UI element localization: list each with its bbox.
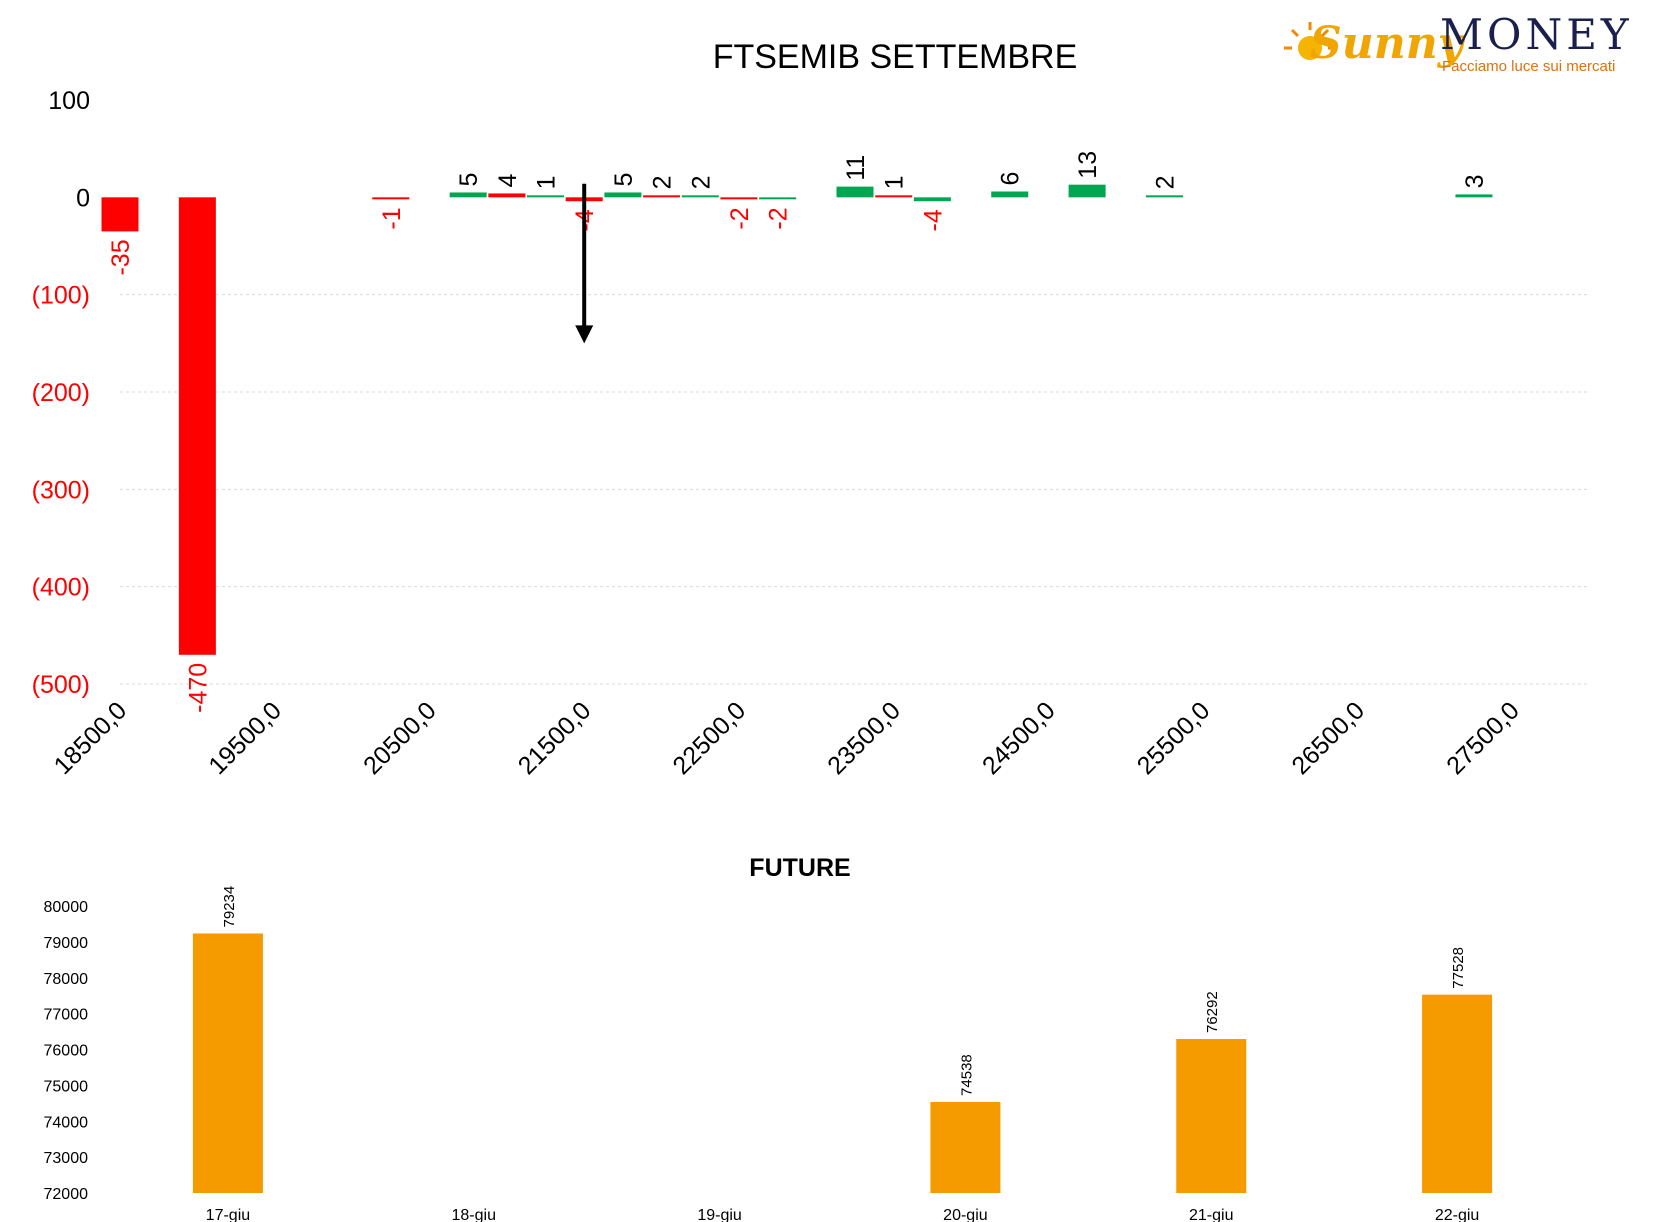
bar [1422,994,1493,1193]
data-label: -35 [107,239,135,275]
y-tick-label: 78000 [44,971,89,988]
data-label: 2 [687,175,715,189]
logo-money-text: MONEY [1440,10,1633,59]
data-label: -4 [919,209,947,231]
y-tick-label: 79000 [44,935,89,952]
data-label: 74538 [958,1054,975,1096]
bar [930,1101,1001,1193]
data-label: 1 [881,175,909,189]
y-tick-label: (300) [32,476,90,504]
data-label: -470 [184,663,212,713]
bar [913,197,951,202]
x-tick-label: 20-giu [943,1207,987,1222]
x-tick-label: 21500,0 [513,696,597,780]
bar [681,195,719,198]
bar [1455,194,1493,198]
bar [836,186,874,198]
sunny-money-logo: Sunny MONEY Facciamo luce sui mercati [1280,8,1660,78]
bar [488,193,526,198]
chart-title: FUTURE [749,854,850,882]
data-label: 77528 [1450,947,1467,989]
data-label: 4 [494,173,522,187]
x-tick-label: 20500,0 [358,696,442,780]
data-label: -2 [726,207,754,229]
y-tick-label: 80000 [44,899,89,916]
data-label: 5 [610,173,638,187]
x-tick-label: 25500,0 [1132,696,1216,780]
bar [1145,195,1183,198]
bar [192,933,263,1193]
bar [759,197,797,200]
data-label: 13 [1074,151,1102,179]
x-tick-label: 18500,0 [49,696,133,780]
bar [178,197,216,655]
logo-sunny-text: Sunny [1310,18,1464,69]
data-label: 2 [1151,175,1179,189]
data-label: -2 [765,207,793,229]
y-tick-label: 75000 [44,1078,89,1095]
bar [720,197,758,200]
y-tick-label: 72000 [44,1186,89,1203]
x-tick-label: 26500,0 [1286,696,1370,780]
y-tick-label: 73000 [44,1150,89,1167]
x-tick-label: 22500,0 [667,696,751,780]
y-tick-label: (100) [32,282,90,310]
x-tick-label: 19-giu [697,1207,741,1222]
sun-icon [1284,22,1336,60]
data-label: 3 [1461,175,1489,189]
y-tick-label: (500) [32,671,90,699]
data-label: 11 [842,155,870,181]
bar [643,195,681,198]
bar [372,197,410,200]
logo-tagline: Facciamo luce sui mercati [1442,58,1616,75]
data-label: 1 [533,175,561,189]
bar [449,192,487,198]
x-tick-label: 23500,0 [822,696,906,780]
x-tick-label: 22-giu [1435,1207,1479,1222]
data-label: -1 [378,207,406,229]
options-chart: FTSEMIB SETTEMBRE 100 0 (100) (200) (300) (400… [32,38,1590,780]
y-tick-label: 0 [76,184,90,212]
x-tick-label: 24500,0 [977,696,1061,780]
chart-title: FTSEMIB SETTEMBRE [713,38,1078,76]
data-label: 6 [997,172,1025,186]
bar [875,195,913,198]
bar [101,197,139,232]
bar [604,192,642,198]
x-tick-label: 19500,0 [203,696,287,780]
bar [991,191,1029,198]
data-label: 76292 [1204,991,1221,1033]
x-tick-label: 18-giu [452,1207,496,1222]
data-label: 79234 [221,886,238,928]
y-tick-label: 74000 [44,1114,89,1131]
bar [527,195,565,198]
y-tick-label: 76000 [44,1043,89,1060]
arrow-head [575,325,594,344]
x-tick-label: 27500,0 [1441,696,1525,780]
x-tick-label: 17-giu [206,1207,250,1222]
y-tick-label: 100 [48,87,90,115]
data-label: 2 [649,175,677,189]
y-tick-label: 77000 [44,1007,89,1024]
bar [1068,184,1106,198]
y-tick-label: (200) [32,379,90,407]
future-chart: FUTURE 80000 79000 78000 77000 76000 75000 7400… [44,854,1493,1222]
y-tick-label: (400) [32,574,90,602]
x-tick-label: 21-giu [1189,1207,1233,1222]
bar [1176,1039,1247,1193]
data-label: 5 [455,173,483,187]
